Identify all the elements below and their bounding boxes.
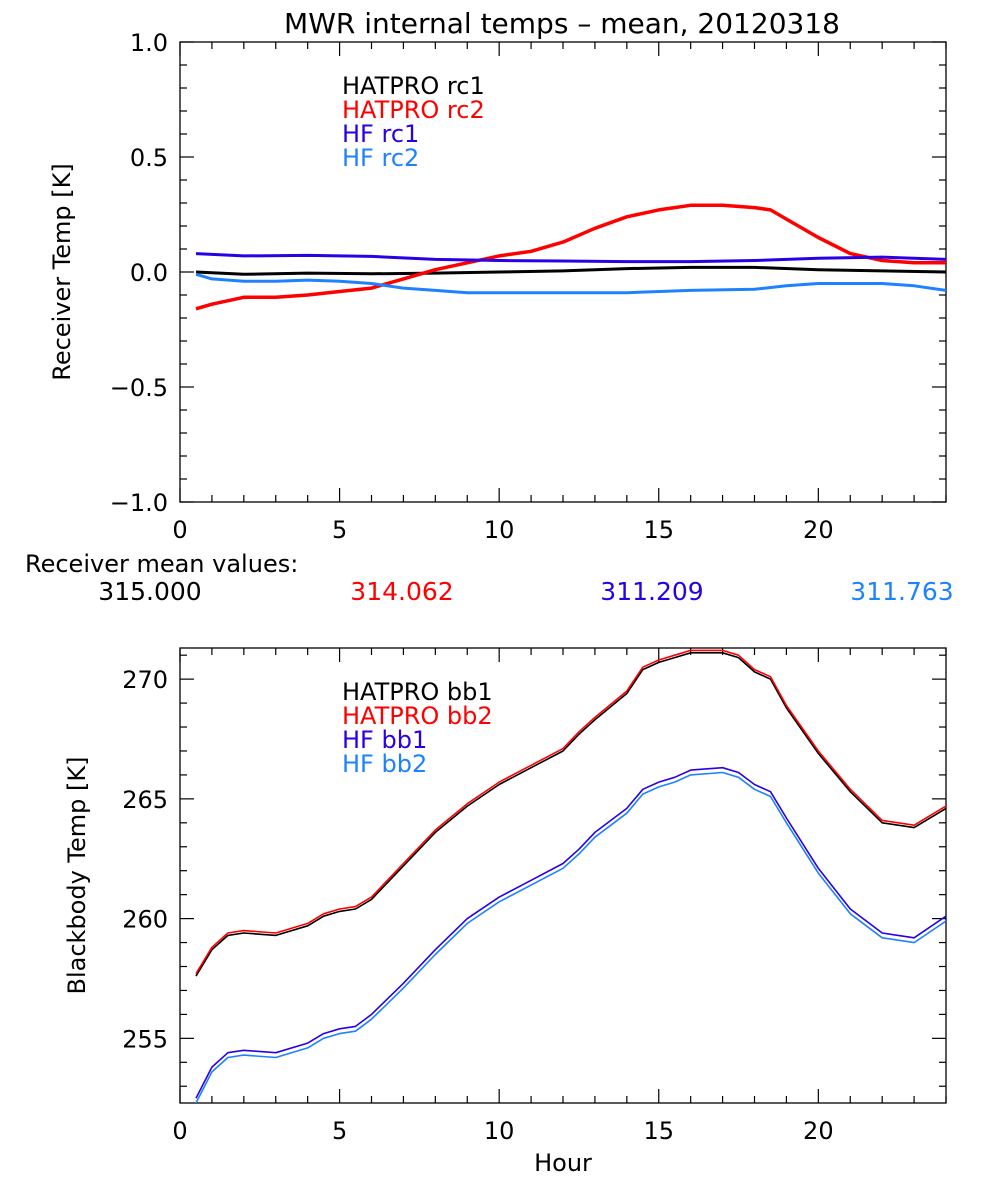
y-tick-label: 255 (122, 1025, 168, 1053)
legend-hatpro-rc1: HATPRO rc1 (342, 72, 485, 100)
series-line-hatpro-rc2 (195, 203, 946, 311)
x-axis-label: Hour (534, 1149, 592, 1177)
legend-hf-bb2: HF bb2 (342, 750, 427, 778)
y-tick-label: 1.0 (130, 29, 168, 57)
receiver-mean-values: 315.000 314.062 311.209 311.763 (98, 577, 953, 606)
x-tick-label: 15 (643, 1117, 674, 1145)
x-tick-label: 5 (332, 516, 347, 544)
mean-value-4: 311.763 (850, 577, 953, 606)
y-tick-label: 0.0 (130, 259, 168, 287)
plot-frame (179, 647, 947, 1104)
series-line-hatpro-bb1 (195, 652, 946, 977)
x-tick-label: 0 (172, 1117, 187, 1145)
chart-title: MWR internal temps – mean, 20120318 (284, 7, 840, 40)
legend-hf-rc2: HF rc2 (342, 144, 419, 172)
x-tick-label: 0 (172, 516, 187, 544)
series-line-hf-bb1 (195, 766, 946, 1099)
y-tick-label: −1.0 (110, 489, 168, 517)
y-axis-label: Receiver Temp [K] (48, 163, 76, 381)
x-tick-label: 20 (803, 1117, 834, 1145)
y-tick-label: 265 (122, 786, 168, 814)
blackbody-temp-panel: 0 5 10 15 20 255 260 265 270 Blackbody Temp [K] Ho… (63, 647, 947, 1177)
y-tick-label: 270 (122, 666, 168, 694)
legend-hatpro-bb2: HATPRO bb2 (342, 702, 493, 730)
series-line-hf-rc2 (195, 272, 946, 295)
legend-hatpro-bb1: HATPRO bb1 (342, 678, 493, 706)
y-axis-label: Blackbody Temp [K] (63, 757, 91, 995)
series-line-hf-rc1 (195, 252, 946, 264)
mean-value-2: 314.062 (350, 577, 453, 606)
legend-hf-bb1: HF bb1 (342, 726, 427, 754)
mean-value-1: 315.000 (98, 577, 201, 606)
x-tick-label: 5 (332, 1117, 347, 1145)
mean-value-3: 311.209 (600, 577, 703, 606)
legend-hf-rc1: HF rc1 (342, 120, 419, 148)
series-line-hf-bb2 (195, 771, 946, 1103)
receiver-mean-title: Receiver mean values: (25, 550, 298, 578)
receiver-temp-panel: 0 5 10 15 20 −1.0 −0.5 0.0 0.5 1.0 Receiver Temp [… (48, 29, 947, 544)
series-line-hatpro-bb2 (195, 649, 946, 975)
x-tick-label: 10 (484, 1117, 515, 1145)
y-tick-label: 260 (122, 906, 168, 934)
x-tick-label: 20 (803, 516, 834, 544)
series-line-hatpro-rc1 (195, 265, 946, 276)
y-tick-label: 0.5 (130, 144, 168, 172)
legend-hatpro-rc2: HATPRO rc2 (342, 96, 485, 124)
x-tick-label: 15 (643, 516, 674, 544)
y-tick-label: −0.5 (110, 374, 168, 402)
x-tick-label: 10 (484, 516, 515, 544)
